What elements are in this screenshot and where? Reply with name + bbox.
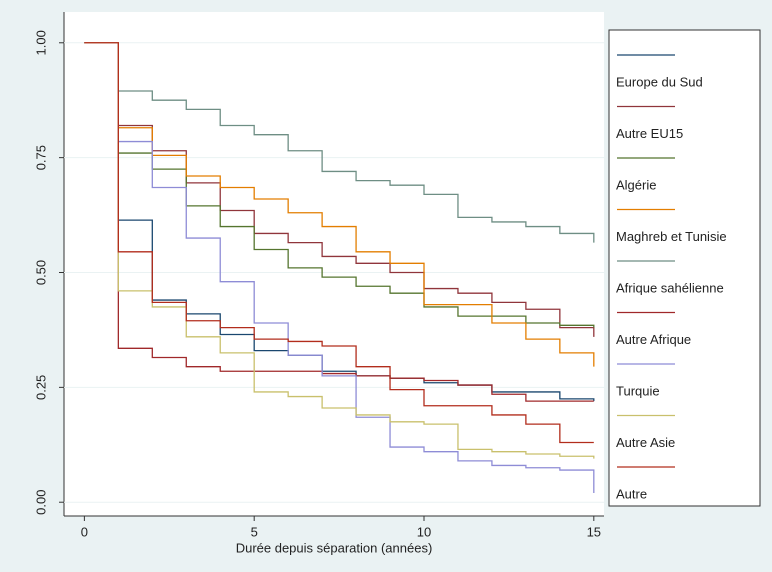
x-tick-label: 5 xyxy=(251,524,258,539)
legend-label: Maghreb et Tunisie xyxy=(616,229,727,244)
legend-label: Autre xyxy=(616,486,647,501)
step-line xyxy=(84,42,594,402)
step-line xyxy=(84,42,595,243)
legend-label: Algérie xyxy=(616,177,656,192)
legend-label: Autre EU15 xyxy=(616,126,683,141)
legend-label: Autre Asie xyxy=(616,435,675,450)
x-axis-label: Durée depuis séparation (années) xyxy=(236,540,433,555)
y-tick-label: 0.50 xyxy=(33,260,48,285)
legend-label: Autre Afrique xyxy=(616,332,691,347)
step-line xyxy=(84,42,595,367)
y-tick-label: 0.25 xyxy=(33,375,48,400)
legend-label: Turquie xyxy=(616,383,660,398)
step-line xyxy=(84,42,595,328)
y-tick-label: 0.75 xyxy=(33,145,48,170)
x-tick-label: 10 xyxy=(417,524,431,539)
legend-label: Europe du Sud xyxy=(616,74,703,89)
legend-label: Afrique sahélienne xyxy=(616,280,724,295)
y-tick-label: 0.00 xyxy=(33,490,48,515)
legend xyxy=(608,29,761,507)
step-line xyxy=(84,42,595,402)
plot-area xyxy=(64,12,604,516)
x-tick-label: 0 xyxy=(81,524,88,539)
step-line xyxy=(84,42,595,494)
step-line xyxy=(84,42,594,444)
step-line xyxy=(84,42,595,337)
y-tick-label: 1.00 xyxy=(33,30,48,55)
x-tick-label: 15 xyxy=(587,524,601,539)
